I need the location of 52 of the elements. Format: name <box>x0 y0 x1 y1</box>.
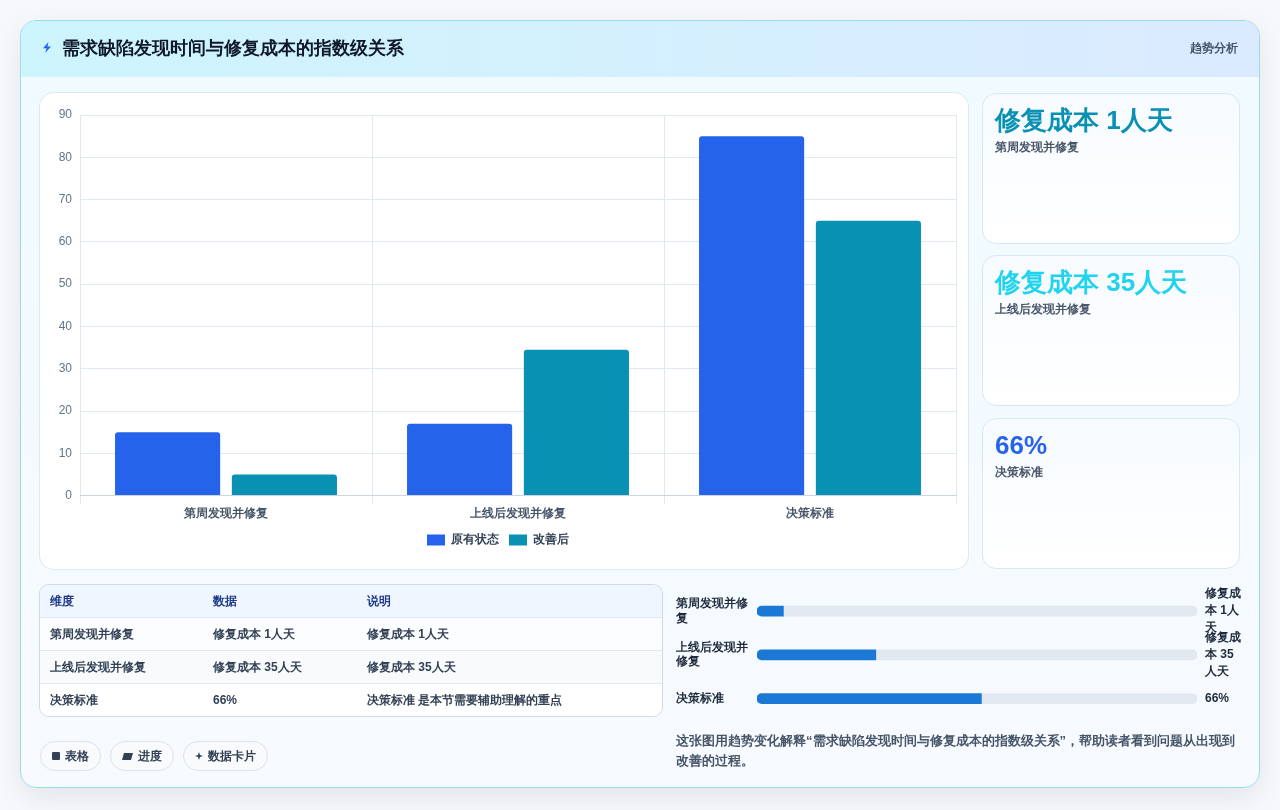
y-tick-label: 上线后发现并修复 <box>675 640 748 669</box>
text: 数据 <box>213 594 237 608</box>
chart-title: 需求缺陷发现时间与修复成本的指数级关系 <box>62 38 404 58</box>
y-tick-label: 90 <box>58 107 73 122</box>
text: 决策标准 <box>995 465 1043 479</box>
y-tick-label: 80 <box>58 149 73 164</box>
bar <box>523 349 629 496</box>
bar <box>757 649 877 661</box>
text: 修复成本 35人天 <box>995 267 1188 297</box>
text: 修复成本 1人天 <box>367 627 450 641</box>
text: 表格 <box>65 747 89 765</box>
x-tick-label: 上线后发现并修复 <box>469 506 566 521</box>
text: 趋势分析 <box>1190 41 1238 55</box>
text: 修复成本 35人天 <box>367 660 456 674</box>
text: 决策标准 是本节需要辅助理解的重点 <box>367 693 563 707</box>
text: 第周发现并修复 <box>995 140 1079 154</box>
text: 维度 <box>50 594 74 608</box>
bar <box>783 605 1197 617</box>
text: 66% <box>213 693 238 707</box>
bar <box>699 136 805 496</box>
text: 数据卡片 <box>208 747 256 765</box>
text: 这张图用趋势变化解释“需求缺陷发现时间与修复成本的指数级关系”，帮助读者看到问题从出现到改善的过程。 <box>676 733 1235 768</box>
bar <box>815 220 921 496</box>
y-tick-label: 70 <box>58 191 73 206</box>
y-tick-label: 60 <box>58 234 73 249</box>
text: 进度 <box>138 747 162 765</box>
y-tick-label: 40 <box>58 318 73 333</box>
bar <box>981 693 1197 705</box>
legend-label: 原有状态 <box>450 532 500 547</box>
y-tick-label: 30 <box>58 361 73 376</box>
text: 修复成本 35人天 <box>213 660 302 674</box>
y-tick-label: 20 <box>58 403 73 418</box>
text: 66% <box>1205 691 1230 706</box>
y-tick-label: 10 <box>58 445 73 460</box>
y-tick-label: 第周发现并修复 <box>675 596 749 625</box>
x-tick-label: 第周发现并修复 <box>183 506 268 521</box>
bar <box>757 605 784 617</box>
text: 上线后发现并修复 <box>995 302 1091 316</box>
bar <box>875 649 1197 661</box>
bar <box>115 432 221 496</box>
bar <box>407 423 513 496</box>
y-tick-label: 0 <box>65 487 73 502</box>
legend-label: 改善后 <box>533 532 569 547</box>
y-tick-label: 决策标准 <box>676 691 724 706</box>
text: 说明 <box>367 594 391 608</box>
text: 修复成本 1人天 <box>995 105 1173 135</box>
bar <box>231 474 337 496</box>
y-tick-label: 50 <box>58 276 73 291</box>
text: 66% <box>995 430 1048 460</box>
text: 修复成本 1人天 <box>213 627 296 641</box>
bar <box>757 693 982 705</box>
x-tick-label: 决策标准 <box>786 506 834 521</box>
